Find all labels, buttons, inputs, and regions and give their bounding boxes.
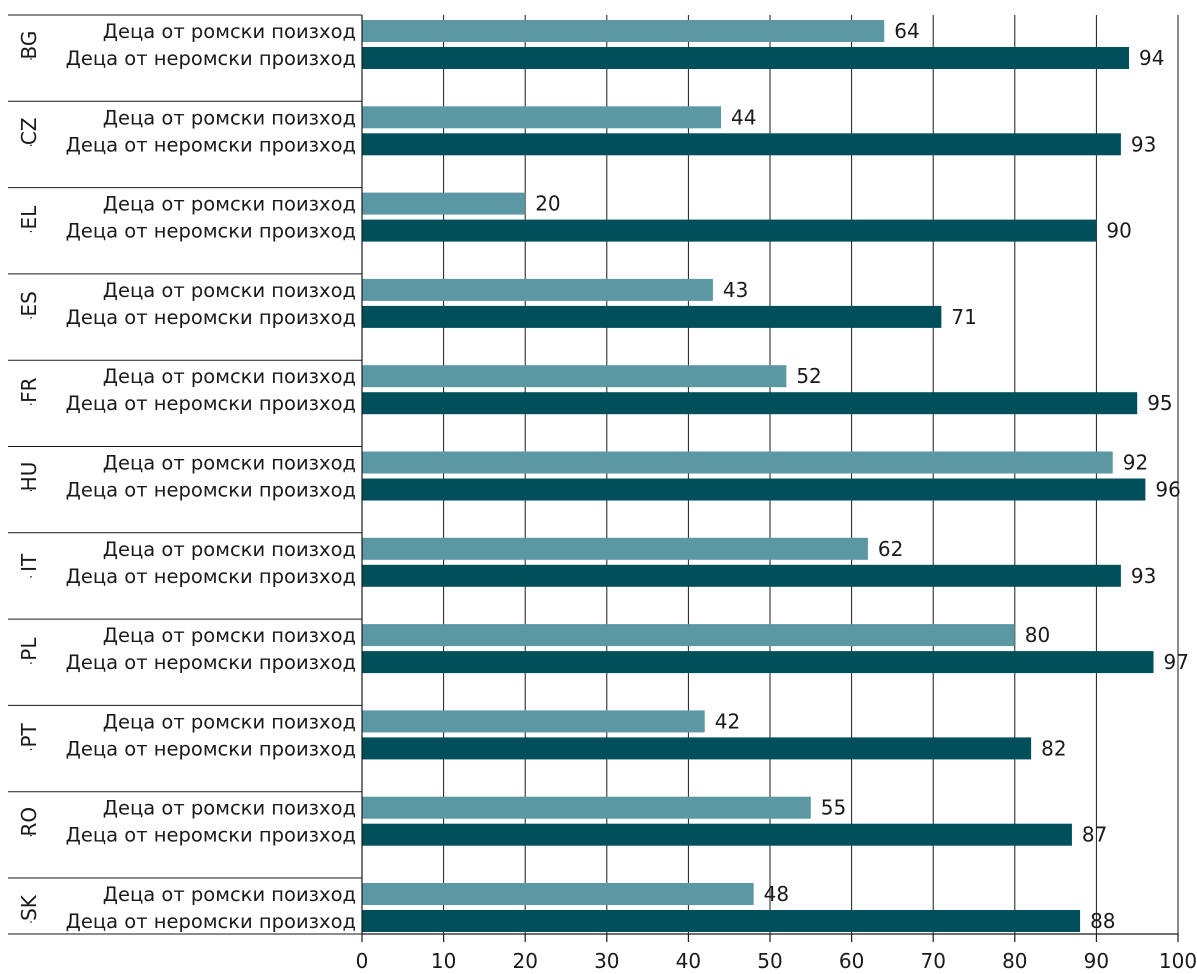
value-label-non-roma: 93 (1131, 564, 1156, 588)
x-tick-label: 0 (356, 949, 369, 973)
row-label-non-roma: Деца от неромски произход (66, 306, 356, 329)
country-label: EL (17, 205, 41, 230)
row-label-roma: Деца от ромски поизход (103, 106, 356, 129)
row-label-non-roma: Деца от неромски произход (66, 737, 356, 760)
country-label: BG (17, 31, 41, 60)
value-label-non-roma: 87 (1082, 823, 1107, 847)
row-label-non-roma: Деца от неромски произход (66, 47, 356, 70)
value-label-roma: 62 (878, 537, 903, 561)
bar-roma (362, 537, 868, 560)
country-label: CZ (17, 117, 41, 145)
x-tick-label: 30 (594, 949, 619, 973)
gridlines (443, 15, 1179, 934)
row-label-non-roma: Деца от неромски произход (66, 565, 356, 588)
value-label-roma: 55 (821, 796, 846, 820)
bar-roma (362, 624, 1015, 647)
x-tick-label: 20 (512, 949, 537, 973)
country-label: SK (17, 894, 41, 921)
value-label-non-roma: 90 (1106, 219, 1131, 243)
row-label-roma: Деца от ромски поизход (103, 193, 356, 216)
bar-roma (362, 451, 1113, 474)
value-label-roma: 92 (1123, 451, 1148, 475)
bar-roma (362, 106, 722, 129)
value-label-non-roma: 96 (1155, 478, 1180, 502)
value-label-non-roma: 82 (1041, 736, 1066, 760)
x-tick-label: 90 (1084, 949, 1109, 973)
bar-non-roma (362, 910, 1081, 932)
country-label: PT (17, 722, 41, 747)
country-label: HU (17, 462, 41, 492)
bar-non-roma (362, 47, 1130, 69)
value-label-non-roma: 71 (951, 305, 976, 329)
x-tick-label: 100 (1159, 949, 1197, 973)
bar-roma (362, 20, 885, 42)
value-label-non-roma: 93 (1131, 132, 1156, 156)
axes: 0 10 20 30 40 50 60 70 80 90 100 (356, 15, 1197, 973)
row-label-roma: Деца от ромски поизход (103, 710, 356, 733)
value-label-roma: 64 (894, 19, 919, 43)
bar-roma (362, 192, 526, 215)
bar-roma (362, 365, 787, 388)
row-label-roma: Деца от ромски поизход (103, 452, 356, 475)
row-label-non-roma: Деца от неромски произход (66, 651, 356, 674)
bar-non-roma (362, 219, 1097, 242)
row-label-roma: Деца от ромски поизход (103, 624, 356, 647)
bar-roma (362, 710, 705, 733)
value-label-roma: 48 (764, 882, 789, 906)
value-label-non-roma: 97 (1164, 650, 1189, 674)
row-label-roma: Деца от ромски поизход (103, 883, 356, 906)
value-label-roma: 52 (796, 364, 821, 388)
value-label-roma: 43 (723, 278, 748, 302)
bars: 64 94 44 93 20 90 43 71 52 95 92 96 62 93 80 97 42 82 55 87… (362, 19, 1189, 933)
x-tick-label: 80 (1002, 949, 1027, 973)
value-label-roma: 80 (1025, 623, 1050, 647)
x-tick-label: 70 (920, 949, 945, 973)
row-label-roma: Деца от ромски поизход (103, 365, 356, 388)
country-label: FR (17, 377, 41, 403)
value-label-non-roma: 88 (1090, 909, 1115, 933)
bar-non-roma (362, 564, 1121, 587)
bar-non-roma (362, 133, 1121, 156)
x-tick-label: 50 (757, 949, 782, 973)
bar-roma (362, 278, 713, 301)
value-label-roma: 44 (731, 105, 756, 129)
bar-non-roma (362, 737, 1032, 760)
bar-non-roma (362, 651, 1154, 674)
row-label-roma: Деца от ромски поизход (103, 538, 356, 561)
bar-roma (362, 796, 811, 819)
bar-non-roma (362, 305, 942, 328)
value-label-non-roma: 95 (1147, 391, 1172, 415)
value-label-roma: 42 (715, 709, 740, 733)
category-labels: Деца от ромски поизход Деца от неромски п… (8, 14, 362, 935)
x-tick-label: 60 (839, 949, 864, 973)
country-label: PL (17, 637, 41, 661)
row-label-non-roma: Деца от неромски произход (66, 910, 356, 933)
row-label-roma: Деца от ромски поизход (103, 279, 356, 302)
value-label-non-roma: 94 (1139, 46, 1164, 70)
value-label-roma: 20 (535, 192, 560, 216)
row-label-roma: Деца от ромски поизход (103, 797, 356, 820)
country-label: IT (17, 553, 41, 572)
x-tick-label: 40 (676, 949, 701, 973)
country-label: RO (17, 807, 41, 837)
row-label-roma: Деца от ромски поизход (103, 20, 356, 43)
bar-non-roma (362, 478, 1146, 501)
bar-non-roma (362, 823, 1072, 846)
row-label-non-roma: Деца от неромски произход (66, 392, 356, 415)
row-label-non-roma: Деца от неромски произход (66, 220, 356, 243)
country-label: ES (17, 291, 41, 316)
row-label-non-roma: Деца от неромски произход (66, 479, 356, 502)
bar-roma (362, 883, 754, 905)
x-tick-label: 10 (431, 949, 456, 973)
row-label-non-roma: Деца от неромски произход (66, 824, 356, 847)
bar-non-roma (362, 392, 1138, 415)
row-label-non-roma: Деца от неромски произход (66, 133, 356, 156)
